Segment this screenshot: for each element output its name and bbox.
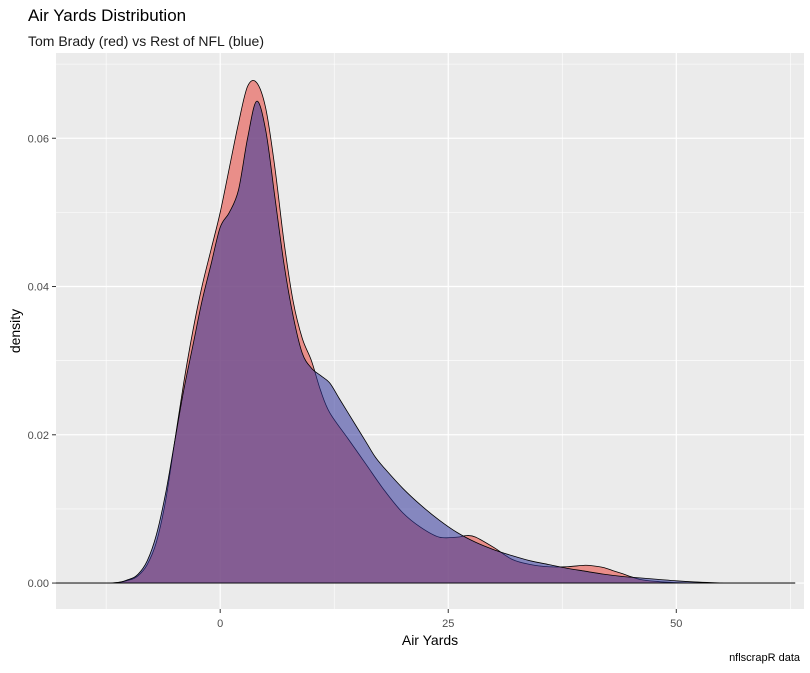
y-tick-label: 0.06 — [28, 133, 49, 145]
chart-title: Air Yards Distribution — [28, 6, 187, 25]
y-axis-label: density — [7, 309, 23, 353]
x-axis-label: Air Yards — [402, 632, 458, 648]
chart-caption: nflscrapR data — [729, 652, 800, 664]
x-tick-label: 50 — [670, 618, 682, 630]
density-area-blue — [55, 100, 796, 584]
chart-subtitle: Tom Brady (red) vs Rest of NFL (blue) — [28, 33, 264, 49]
y-tick-label: 0.00 — [28, 578, 49, 590]
x-axis: 0 25 50 — [217, 609, 682, 630]
y-tick-label: 0.02 — [28, 430, 49, 442]
x-tick-label: 25 — [442, 618, 454, 630]
y-axis: 0.00 0.02 0.04 0.06 — [28, 133, 56, 590]
x-tick-label: 0 — [217, 618, 223, 630]
density-areas — [55, 80, 796, 584]
y-tick-label: 0.04 — [28, 282, 49, 294]
